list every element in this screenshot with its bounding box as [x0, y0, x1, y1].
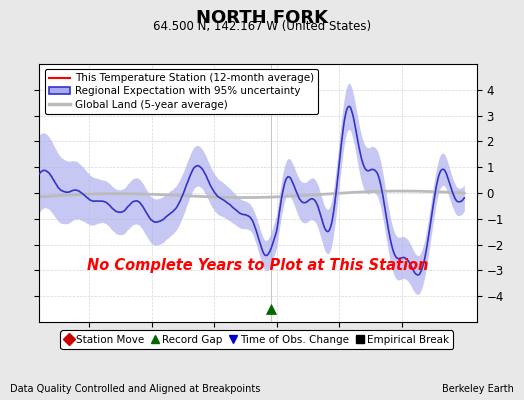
Text: Data Quality Controlled and Aligned at Breakpoints: Data Quality Controlled and Aligned at B… — [10, 384, 261, 394]
Legend: This Temperature Station (12-month average), Regional Expectation with 95% uncer: This Temperature Station (12-month avera… — [45, 69, 318, 114]
Text: Berkeley Earth: Berkeley Earth — [442, 384, 514, 394]
Text: NORTH FORK: NORTH FORK — [196, 9, 328, 27]
Text: No Complete Years to Plot at This Station: No Complete Years to Plot at This Statio… — [88, 258, 429, 273]
Legend: Station Move, Record Gap, Time of Obs. Change, Empirical Break: Station Move, Record Gap, Time of Obs. C… — [60, 330, 453, 349]
Text: 64.500 N, 142.167 W (United States): 64.500 N, 142.167 W (United States) — [153, 20, 371, 33]
